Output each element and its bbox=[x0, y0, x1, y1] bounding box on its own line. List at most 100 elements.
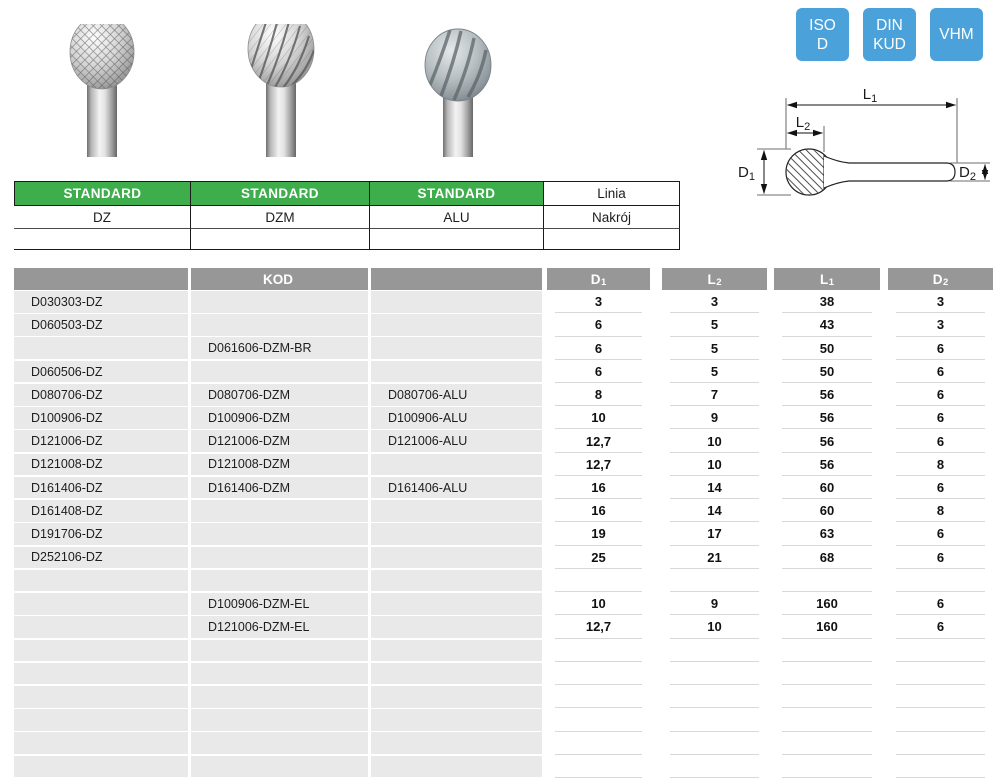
line-label-dz: DZ bbox=[14, 206, 190, 229]
table-row bbox=[14, 685, 993, 709]
value-cell: 56 bbox=[782, 430, 872, 453]
table-row: D121008-DZ D121008-DZM 12,7 10 56 8 bbox=[14, 453, 993, 477]
value-cell: 8 bbox=[555, 384, 642, 407]
badge-text: D bbox=[816, 35, 829, 53]
value-cell: 6 bbox=[896, 523, 985, 546]
value-cell: 6 bbox=[896, 384, 985, 407]
code-cell: D060506-DZ bbox=[14, 360, 188, 383]
value-cell: 6 bbox=[896, 337, 985, 360]
value-cell: 160 bbox=[782, 593, 872, 616]
photo-burr-dz bbox=[69, 24, 135, 157]
code-cell bbox=[191, 732, 368, 755]
value-cell: 17 bbox=[670, 523, 759, 546]
value-cell bbox=[782, 640, 872, 662]
value-cell: 9 bbox=[670, 593, 759, 616]
badge-din-kud: DIN KUD bbox=[863, 8, 916, 61]
code-cell: D161406-DZ bbox=[14, 476, 188, 499]
burr-outline bbox=[785, 148, 956, 196]
code-cell: D121008-DZM bbox=[191, 453, 368, 476]
table-row: D060506-DZ 6 5 50 6 bbox=[14, 360, 993, 384]
value-cell: 5 bbox=[670, 314, 759, 337]
code-cell bbox=[371, 662, 542, 685]
value-cell: 14 bbox=[670, 500, 759, 523]
value-cell: 6 bbox=[555, 337, 642, 360]
standard-header-dzm: STANDARD bbox=[190, 181, 369, 206]
value-cell: 6 bbox=[555, 361, 642, 383]
value-cell: 12,7 bbox=[555, 430, 642, 453]
value-cell: 5 bbox=[670, 361, 759, 383]
value-cell bbox=[555, 756, 642, 778]
code-cell bbox=[371, 732, 542, 755]
table-row: D100906-DZ D100906-DZM D100906-ALU 10 9 56 6 bbox=[14, 407, 993, 430]
value-cell: 6 bbox=[555, 314, 642, 337]
table-row: D100906-DZM-EL 10 9 160 6 bbox=[14, 593, 993, 616]
value-cell: 6 bbox=[896, 593, 985, 616]
value-cell bbox=[896, 640, 985, 662]
code-cell bbox=[14, 616, 188, 638]
table-row bbox=[14, 662, 993, 686]
value-cell bbox=[782, 663, 872, 686]
table-row: D252106-DZ 25 21 68 6 bbox=[14, 546, 993, 570]
empty-cell bbox=[369, 229, 543, 250]
code-cell: D061606-DZM-BR bbox=[191, 337, 368, 360]
value-cell bbox=[555, 663, 642, 686]
value-cell bbox=[670, 709, 759, 732]
value-cell: 6 bbox=[896, 547, 985, 569]
code-cell: D161406-ALU bbox=[371, 476, 542, 499]
code-cell bbox=[371, 453, 542, 476]
empty-cell bbox=[190, 229, 369, 250]
value-cell: 12,7 bbox=[555, 454, 642, 476]
table-row bbox=[14, 732, 993, 755]
code-cell bbox=[191, 709, 368, 731]
code-cell bbox=[14, 569, 188, 592]
value-cell: 50 bbox=[782, 361, 872, 383]
dimension-drawing: L1 L2 D1 D2 bbox=[738, 86, 990, 196]
product-header-table: STANDARD STANDARD STANDARD Linia DZ DZM … bbox=[14, 181, 680, 250]
value-cell: 60 bbox=[782, 477, 872, 500]
code-cell bbox=[371, 314, 542, 336]
table-row: D061606-DZM-BR 6 5 50 6 bbox=[14, 337, 993, 360]
code-cell bbox=[371, 569, 542, 592]
code-cell bbox=[14, 337, 188, 360]
code-cell: D060503-DZ bbox=[14, 314, 188, 336]
value-cell bbox=[782, 686, 872, 709]
dimension-lines bbox=[760, 101, 989, 194]
value-cell bbox=[670, 663, 759, 686]
code-cell: D080706-ALU bbox=[371, 383, 542, 406]
value-cell: 43 bbox=[782, 314, 872, 337]
standard-header-alu: STANDARD bbox=[369, 181, 543, 206]
value-cell: 3 bbox=[896, 314, 985, 337]
value-cell bbox=[670, 756, 759, 778]
value-cell bbox=[896, 686, 985, 709]
code-cell bbox=[371, 360, 542, 383]
badge-text: ISO bbox=[809, 16, 836, 34]
value-cell: 56 bbox=[782, 454, 872, 476]
empty-cell bbox=[543, 229, 680, 250]
code-cell bbox=[14, 709, 188, 731]
empty-cell bbox=[14, 229, 190, 250]
value-cell: 14 bbox=[670, 477, 759, 500]
value-cell bbox=[896, 663, 985, 686]
value-cell bbox=[670, 732, 759, 755]
line-label-dzm: DZM bbox=[190, 206, 369, 229]
value-cell bbox=[555, 570, 642, 593]
kod-header-bar bbox=[14, 268, 188, 290]
code-cell bbox=[191, 662, 368, 685]
value-cell bbox=[670, 686, 759, 709]
table-row bbox=[14, 639, 993, 663]
value-cell bbox=[782, 756, 872, 778]
badge-text: KUD bbox=[873, 35, 906, 53]
code-cell: D100906-DZM bbox=[191, 407, 368, 429]
code-cell: D100906-DZ bbox=[14, 407, 188, 429]
value-cell bbox=[555, 709, 642, 732]
photo-burr-dzm bbox=[247, 24, 315, 157]
value-cell: 7 bbox=[670, 384, 759, 407]
value-cell: 6 bbox=[896, 430, 985, 453]
value-cell: 160 bbox=[782, 616, 872, 639]
code-cell bbox=[191, 755, 368, 778]
code-cell bbox=[371, 337, 542, 360]
value-cell: 21 bbox=[670, 547, 759, 569]
